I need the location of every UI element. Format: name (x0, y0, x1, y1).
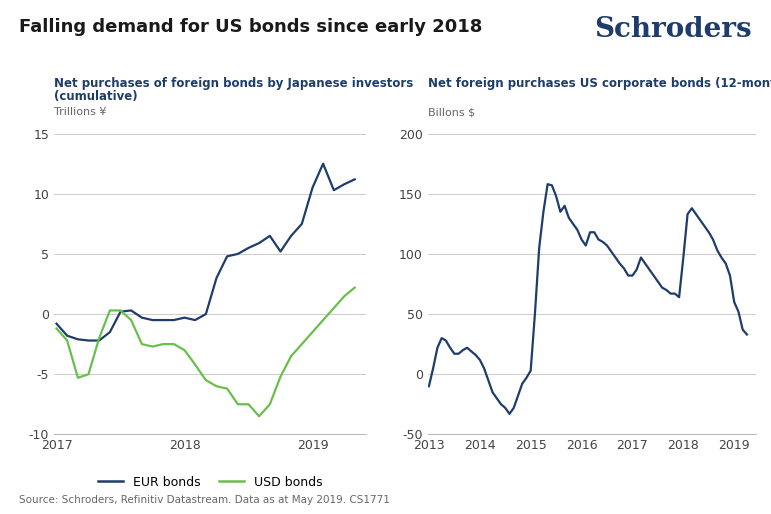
Legend: EUR bonds, USD bonds: EUR bonds, USD bonds (93, 471, 328, 493)
Text: (cumulative): (cumulative) (54, 90, 137, 103)
Text: Net purchases of foreign bonds by Japanese investors: Net purchases of foreign bonds by Japane… (54, 77, 413, 90)
Text: Source: Schroders, Refinitiv Datastream. Data as at May 2019. CS1771: Source: Schroders, Refinitiv Datastream.… (19, 495, 390, 505)
Text: Net foreign purchases US corporate bonds (12-month sum): Net foreign purchases US corporate bonds… (428, 77, 771, 90)
Text: Schroders: Schroders (594, 16, 752, 44)
Text: Trillions ¥: Trillions ¥ (54, 107, 106, 117)
Text: Billons $: Billons $ (428, 107, 475, 117)
Text: Falling demand for US bonds since early 2018: Falling demand for US bonds since early … (19, 18, 483, 36)
